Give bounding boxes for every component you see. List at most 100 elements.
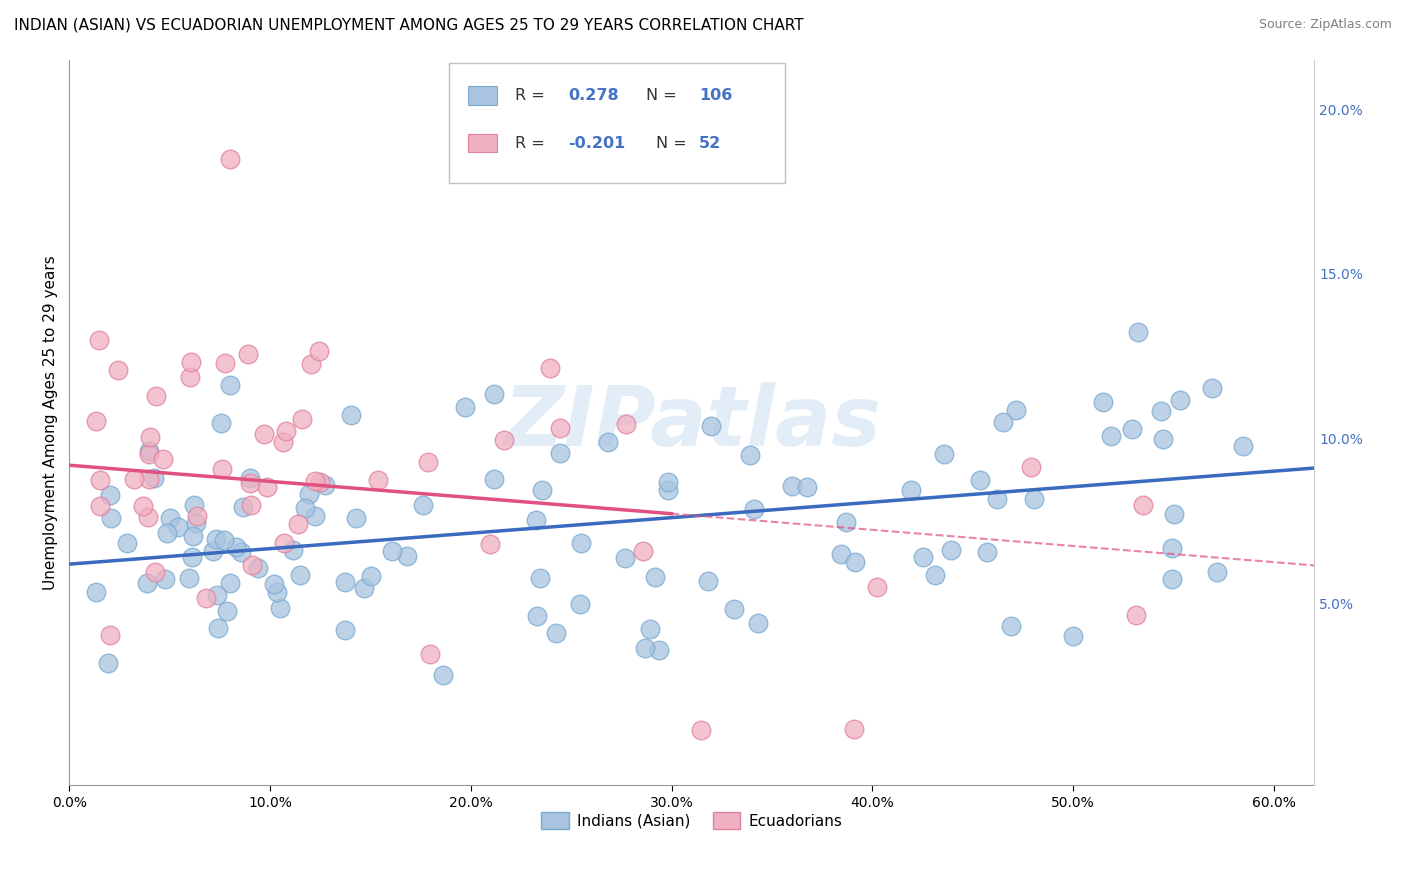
Point <box>89 500 111 514</box>
Y-axis label: Unemployment Among Ages 25 to 29 years: Unemployment Among Ages 25 to 29 years <box>44 255 58 590</box>
Point <box>634 641 657 656</box>
Point <box>638 623 661 637</box>
Point <box>598 434 620 449</box>
Point <box>530 483 553 497</box>
Point <box>152 452 174 467</box>
Point <box>239 498 262 512</box>
Point <box>143 471 166 485</box>
Point <box>214 355 236 369</box>
Point <box>143 565 166 579</box>
Point <box>138 472 160 486</box>
Point <box>179 370 201 384</box>
Text: 52: 52 <box>699 136 721 151</box>
Point <box>138 447 160 461</box>
Point <box>219 378 242 392</box>
Point <box>256 480 278 494</box>
Point <box>648 643 671 657</box>
Point <box>723 601 745 615</box>
Text: N =: N = <box>645 88 682 103</box>
Point <box>98 628 121 642</box>
Point <box>269 601 291 615</box>
Point <box>796 479 818 493</box>
Point <box>156 526 179 541</box>
Point <box>281 542 304 557</box>
Point <box>538 360 561 375</box>
Point <box>135 576 157 591</box>
Point <box>738 449 761 463</box>
Legend: Indians (Asian), Ecuadorians: Indians (Asian), Ecuadorians <box>536 805 848 836</box>
Point <box>782 478 804 492</box>
Point <box>304 474 326 488</box>
Point <box>569 536 592 550</box>
Point <box>89 473 111 487</box>
Point <box>239 476 262 491</box>
Point <box>432 668 454 682</box>
Point <box>529 571 551 585</box>
Point <box>416 455 439 469</box>
Point <box>294 500 316 515</box>
Point <box>631 544 654 558</box>
Point <box>526 609 548 624</box>
Point <box>1000 619 1022 633</box>
Point <box>166 519 188 533</box>
Text: ZIPatlas: ZIPatlas <box>503 382 880 463</box>
Point <box>1062 629 1084 643</box>
Point <box>87 334 110 348</box>
Point <box>194 591 217 606</box>
Point <box>866 581 889 595</box>
Point <box>290 568 312 582</box>
Point <box>253 427 276 442</box>
Point <box>139 430 162 444</box>
Point <box>291 412 314 426</box>
Point <box>247 561 270 575</box>
Point <box>353 581 375 595</box>
Point <box>546 626 568 640</box>
FancyBboxPatch shape <box>449 63 785 183</box>
Point <box>657 483 679 497</box>
Point <box>308 475 330 489</box>
Point <box>201 544 224 558</box>
Point <box>183 499 205 513</box>
Point <box>360 569 382 583</box>
Point <box>287 517 309 532</box>
Point <box>1132 498 1154 512</box>
Point <box>297 487 319 501</box>
Point <box>97 656 120 670</box>
Point <box>1160 541 1182 555</box>
Point <box>107 363 129 377</box>
Point <box>742 502 765 516</box>
Point <box>941 543 963 558</box>
FancyBboxPatch shape <box>468 87 498 105</box>
Point <box>207 621 229 635</box>
Point <box>1201 381 1223 395</box>
Point <box>689 723 711 738</box>
Point <box>304 508 326 523</box>
Point <box>84 414 107 428</box>
Point <box>225 540 247 554</box>
Point <box>271 434 294 449</box>
Point <box>183 529 205 543</box>
FancyBboxPatch shape <box>468 134 498 153</box>
Point <box>697 574 720 588</box>
Point <box>138 510 160 524</box>
Point <box>98 488 121 502</box>
Point <box>381 544 404 558</box>
Point <box>484 387 506 401</box>
Point <box>614 551 637 566</box>
Point <box>924 567 946 582</box>
Text: R =: R = <box>515 88 550 103</box>
Point <box>419 647 441 661</box>
Point <box>340 409 363 423</box>
Point <box>1024 491 1046 506</box>
Point <box>232 500 254 514</box>
Point <box>844 722 866 736</box>
Point <box>911 549 934 564</box>
Point <box>934 447 956 461</box>
Point <box>344 511 367 525</box>
Point <box>1163 507 1185 521</box>
Point <box>548 446 571 460</box>
Point <box>181 550 204 565</box>
Point <box>122 472 145 486</box>
Point <box>205 588 228 602</box>
Point <box>274 424 297 438</box>
